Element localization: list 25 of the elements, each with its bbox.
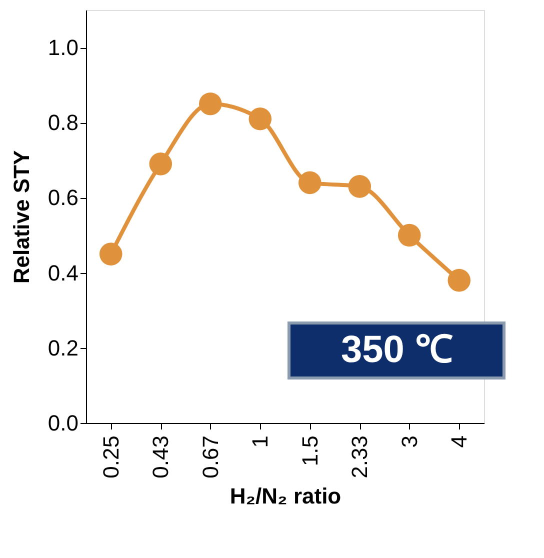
point (398, 224, 421, 247)
x-tick-label: 1 (248, 436, 273, 448)
y-tick-label: 0.4 (48, 260, 78, 286)
x-tick-label: 2.33 (347, 436, 372, 478)
point (448, 268, 471, 292)
point (198, 92, 222, 116)
point (149, 152, 172, 176)
x-tick-label: 0.67 (198, 436, 223, 478)
x-tick-label: 1.5 (297, 436, 322, 466)
point (99, 242, 122, 266)
x-tick-label: 4 (446, 436, 472, 448)
y-tick-label: 1.0 (48, 35, 78, 60)
point (248, 108, 272, 130)
point (298, 171, 322, 194)
y-tick-label: 0.8 (48, 110, 78, 136)
y-tick-label: 0.0 (48, 410, 78, 436)
x-axis-title: H₂/N₂ ratio (230, 483, 342, 508)
point (348, 175, 372, 198)
x-tick-label: 0.25 (98, 436, 124, 478)
x-tick-label: 3 (396, 436, 422, 448)
annotation: 350 ℃ (341, 329, 453, 371)
y-axis-title: Relative STY (8, 150, 34, 284)
y-tick-label: 0.6 (48, 185, 78, 210)
x-tick-label: 0.43 (148, 436, 174, 478)
y-tick-label: 0.2 (48, 335, 78, 360)
